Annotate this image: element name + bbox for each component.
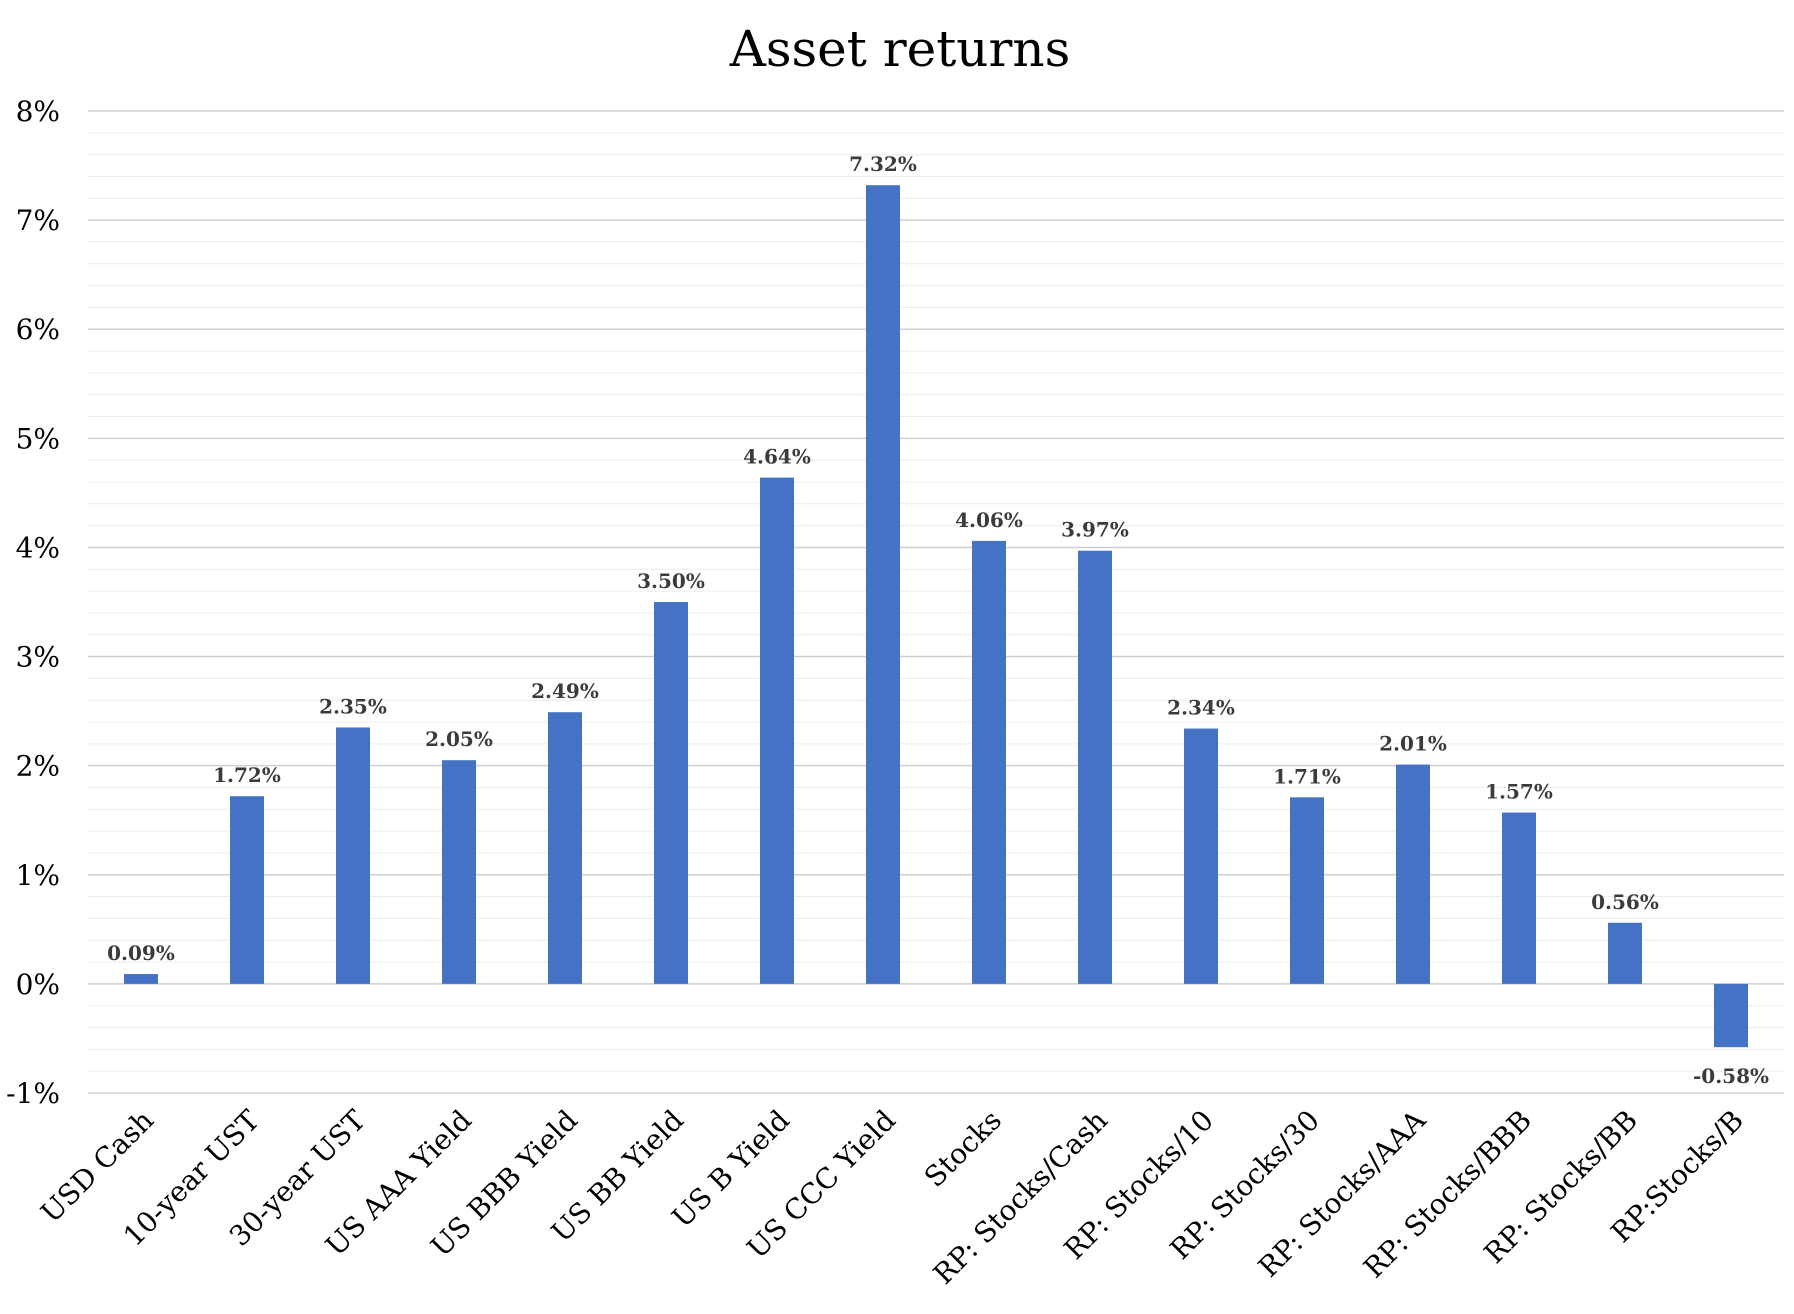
data-label: 2.34% [1167,696,1235,720]
bar [442,760,476,984]
y-tick-label: 5% [16,422,60,455]
major-gridlines [88,110,1784,1094]
bar [1396,764,1430,984]
y-axis-tick-labels: -1% 0% 1% 2% 3% 4% 5% 6% 7% 8% [6,95,60,1110]
minor-gridlines [88,132,1784,1072]
data-label: 7.32% [849,152,917,176]
data-label: 2.35% [319,694,387,718]
bar [866,185,900,984]
data-label: 3.50% [637,569,705,593]
bar [548,712,582,984]
data-label: 4.64% [743,445,811,469]
bar [1502,812,1536,984]
data-label: 4.06% [955,508,1023,532]
bar [230,796,264,984]
bar [654,602,688,984]
bar [1184,728,1218,984]
data-label: -0.58% [1693,1064,1769,1088]
y-tick-label: 7% [16,204,60,237]
category-label: RP: Stocks/Cash [927,1104,1114,1291]
y-tick-label: 0% [16,968,60,1001]
data-label: 1.72% [213,763,281,787]
bar [1290,797,1324,984]
bar [124,974,158,984]
bar [1714,983,1748,1048]
data-label: 1.71% [1273,764,1341,788]
y-tick-label: 2% [16,750,60,783]
data-label: 2.05% [425,727,493,751]
data-label: 0.56% [1591,890,1659,914]
chart-title: Asset returns [729,20,1071,78]
data-label: 2.49% [531,679,599,703]
y-tick-label: 1% [16,859,60,892]
y-tick-label: 3% [16,641,60,674]
data-labels: 0.09% 1.72% 2.35% 2.05% 2.49% 3.50% 4.64% 7.32%… [107,152,1769,1088]
y-tick-label: 6% [16,313,60,346]
bar [336,727,370,984]
data-label: 1.57% [1485,780,1553,804]
data-label: 0.09% [107,941,175,965]
bar [1078,550,1112,984]
bar [1608,922,1642,984]
category-label: Stocks [918,1104,1008,1194]
y-tick-label: -1% [6,1077,60,1110]
data-label: 2.01% [1379,732,1447,756]
y-tick-label: 8% [16,95,60,128]
bar [972,540,1006,984]
data-label: 3.97% [1061,518,1129,542]
bar [760,477,794,984]
bars [124,185,1748,1048]
y-tick-label: 4% [16,531,60,564]
